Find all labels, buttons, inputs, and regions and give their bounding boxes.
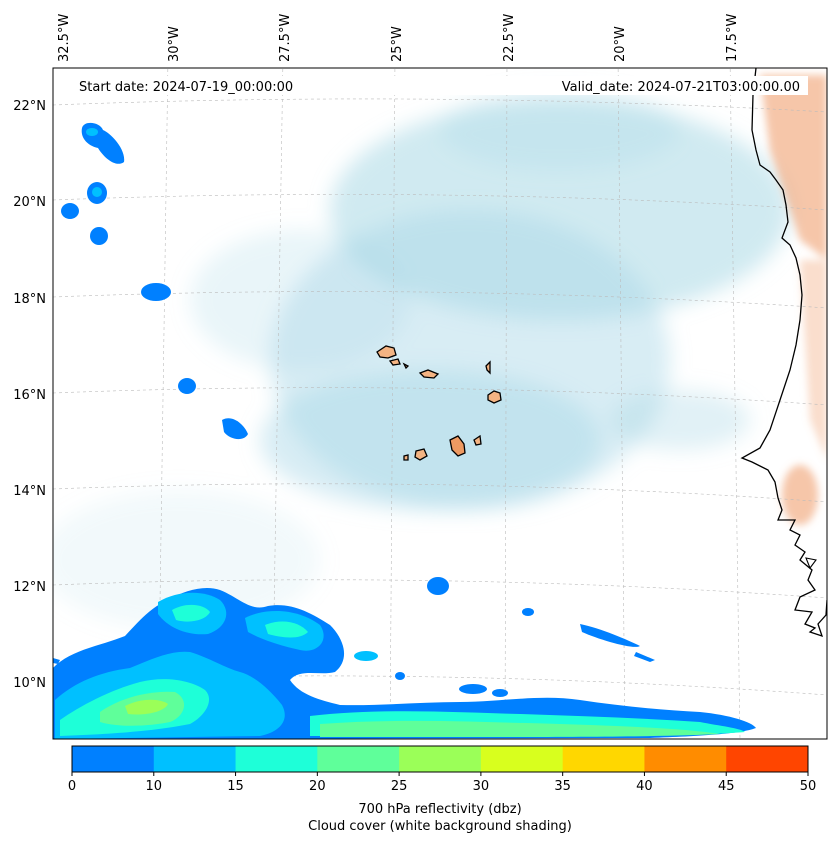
- lat-label-10n: 10°N: [13, 676, 46, 691]
- reflectivity-field: [53, 122, 756, 739]
- lon-label-32-5w: 32.5°W: [57, 14, 72, 62]
- lon-label-25w: 25°W: [390, 26, 405, 62]
- island-santiago: [449, 435, 466, 457]
- colorbar-segment: [317, 746, 400, 772]
- lat-label-12n: 12°N: [13, 580, 46, 595]
- map-border: [52, 67, 828, 740]
- latitude-labels: 22°N 20°N 18°N 16°N 14°N 12°N 10°N: [13, 99, 46, 691]
- lat-label-16n: 16°N: [13, 388, 46, 403]
- island-boa-vista: [487, 390, 502, 404]
- lon-label-20w: 20°W: [613, 26, 628, 62]
- map-panel: [53, 68, 827, 739]
- colorbar-tick-label: 25: [391, 779, 408, 794]
- colorbar-label-line1: 700 hPa reflectivity (dbz): [358, 802, 521, 817]
- lat-label-14n: 14°N: [13, 484, 46, 499]
- lon-label-27-5w: 27.5°W: [278, 14, 293, 62]
- island-santa-luzia: [402, 362, 410, 370]
- lon-label-22-5w: 22.5°W: [502, 14, 517, 62]
- colorbar-tick-label: 35: [554, 779, 571, 794]
- colorbar-segment: [644, 746, 727, 772]
- colorbar-segment: [399, 746, 482, 772]
- lon-label-17-5w: 17.5°W: [725, 14, 740, 62]
- lat-label-20n: 20°N: [13, 195, 46, 210]
- colorbar-tick-label: 50: [800, 779, 817, 794]
- warm-land-shading: [760, 75, 827, 525]
- colorbar-segment: [726, 746, 809, 772]
- colorbar-border: [71, 745, 809, 773]
- island-sal: [485, 360, 491, 375]
- island-maio: [473, 434, 482, 446]
- valid-date-label: Valid_date: 2024-07-21T03:00:00.00: [562, 80, 800, 95]
- colorbar-segment: [153, 746, 237, 772]
- island-brava: [403, 454, 409, 461]
- colorbar-tick-label: 15: [227, 779, 244, 794]
- colorbar: [72, 746, 809, 772]
- colorbar-segment: [480, 746, 564, 772]
- colorbar-segment: [72, 746, 155, 772]
- start-date-label: Start date: 2024-07-19_00:00:00: [79, 80, 293, 95]
- colorbar-ticks: 0 10 15 20 25 30 35 40 45 50: [68, 772, 816, 794]
- cape-verde-islands: [376, 345, 502, 461]
- island-santo-antao: [376, 345, 397, 359]
- colorbar-segment: [235, 746, 318, 772]
- colorbar-tick-label: 40: [636, 779, 653, 794]
- island-sao-vicente: [388, 358, 401, 366]
- colorbar-segment: [562, 746, 645, 772]
- lon-label-30w: 30°W: [167, 26, 182, 62]
- date-banner: [72, 76, 808, 95]
- africa-coastline: [740, 68, 827, 638]
- longitude-labels: 32.5°W 30°W 27.5°W 25°W 22.5°W 20°W 17.5…: [57, 14, 740, 62]
- colorbar-tick-label: 10: [146, 779, 163, 794]
- lat-label-22n: 22°N: [13, 99, 46, 114]
- lat-label-18n: 18°N: [13, 292, 46, 307]
- africa-coastline-segment: [805, 557, 817, 570]
- colorbar-tick-label: 0: [68, 779, 76, 794]
- colorbar-label-line2: Cloud cover (white background shading): [308, 819, 572, 834]
- island-sao-nicolau: [418, 369, 440, 379]
- colorbar-tick-label: 30: [473, 779, 490, 794]
- island-fogo: [414, 448, 428, 461]
- colorbar-tick-label: 45: [718, 779, 735, 794]
- cloud-cover-shading: [53, 90, 790, 630]
- colorbar-tick-label: 20: [309, 779, 326, 794]
